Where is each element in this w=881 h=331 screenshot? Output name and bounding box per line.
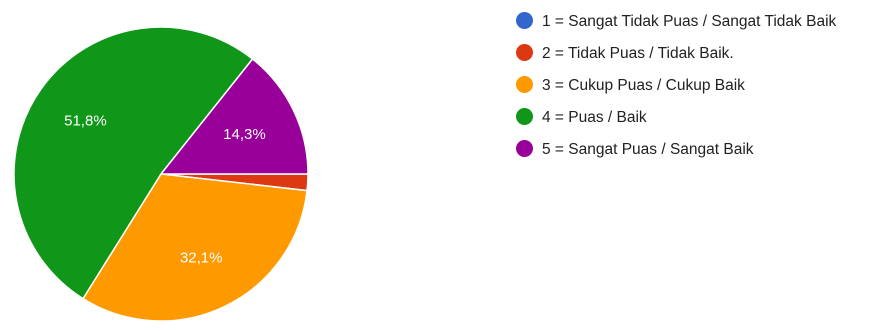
legend-item-2[interactable]: 2 = Tidak Puas / Tidak Baik.	[516, 42, 876, 65]
legend-label-3: 3 = Cukup Puas / Cukup Baik	[542, 77, 745, 94]
pie-slice-3[interactable]	[81, 173, 308, 322]
legend: 1 = Sangat Tidak Puas / Sangat Tidak Bai…	[516, 10, 876, 170]
pie-slice-4[interactable]	[13, 26, 254, 300]
legend-swatch-1	[516, 12, 533, 29]
pie-slice-5[interactable]	[159, 57, 309, 175]
legend-swatch-4	[516, 108, 533, 125]
slice-value-label-4: 51,8%	[64, 113, 107, 130]
legend-label-1: 1 = Sangat Tidak Puas / Sangat Tidak Bai…	[542, 13, 837, 30]
legend-item-5[interactable]: 5 = Sangat Puas / Sangat Baik	[516, 138, 876, 161]
legend-item-4[interactable]: 4 = Puas / Baik	[516, 106, 876, 129]
legend-swatch-2	[516, 44, 533, 61]
slice-value-label-5: 14,3%	[223, 126, 266, 143]
legend-item-1[interactable]: 1 = Sangat Tidak Puas / Sangat Tidak Bai…	[516, 10, 876, 33]
legend-swatch-5	[516, 140, 533, 157]
legend-label-2: 2 = Tidak Puas / Tidak Baik.	[542, 45, 734, 62]
legend-label-4: 4 = Puas / Baik	[542, 109, 647, 126]
legend-label-5: 5 = Sangat Puas / Sangat Baik	[542, 141, 754, 158]
legend-swatch-3	[516, 76, 533, 93]
slice-value-label-3: 32,1%	[180, 249, 223, 266]
legend-item-3[interactable]: 3 = Cukup Puas / Cukup Baik	[516, 74, 876, 97]
